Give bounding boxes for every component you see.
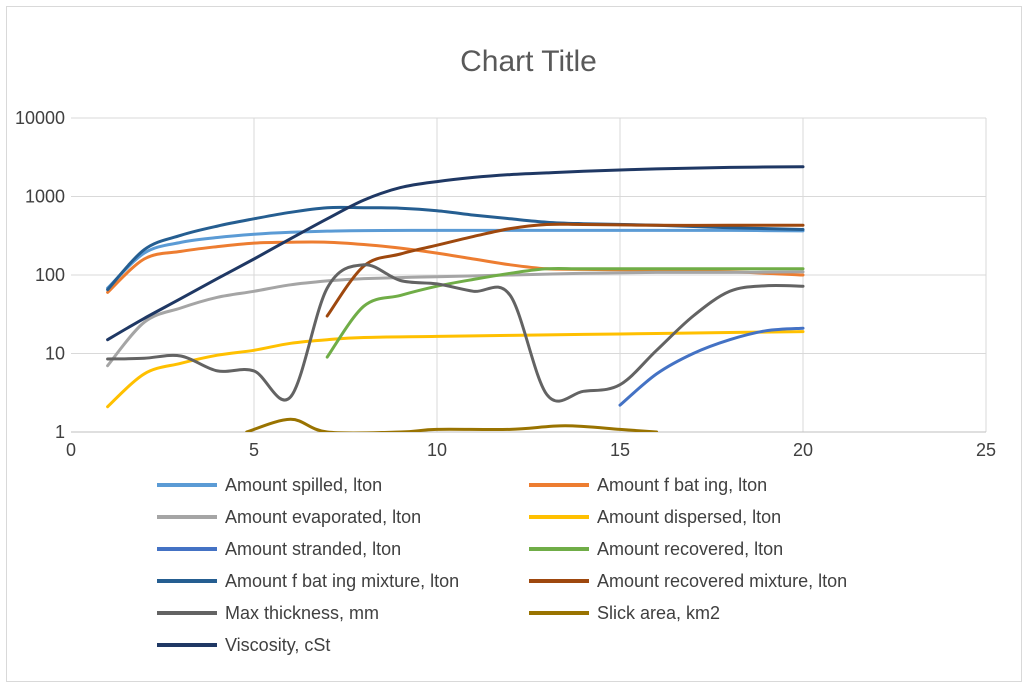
- legend-item: Amount f bat ing mixture, lton: [157, 569, 529, 593]
- legend-label: Amount evaporated, lton: [225, 506, 422, 527]
- legend-item: Max thickness, mm: [157, 601, 529, 625]
- series-line-amount-stranded-lton: [618, 326, 805, 407]
- legend-item: Amount f bat ing, lton: [529, 473, 901, 497]
- legend-label: Amount recovered, lton: [597, 538, 784, 559]
- y-tick-label: 100: [35, 265, 65, 285]
- legend-label: Viscosity, cSt: [225, 634, 331, 655]
- series-line-amount-spilled-lton: [106, 228, 805, 290]
- series-line-amount-dispersed-lton: [106, 330, 805, 409]
- series-line-slick-area-km2: [245, 417, 659, 432]
- legend-swatch: [529, 579, 589, 583]
- legend-label: Slick area, km2: [597, 602, 721, 623]
- legend-label: Amount stranded, lton: [225, 538, 402, 559]
- legend-label: Amount dispersed, lton: [597, 506, 782, 527]
- y-tick-label: 1: [55, 422, 65, 442]
- x-tick-label: 5: [249, 440, 259, 460]
- legend-item: Amount recovered mixture, lton: [529, 569, 901, 593]
- legend-item: Viscosity, cSt: [157, 633, 529, 657]
- y-tick-label: 1000: [25, 187, 65, 207]
- series-line-amount-f-bat-ing-lton: [106, 240, 805, 294]
- legend-swatch: [157, 579, 217, 583]
- legend-swatch: [157, 547, 217, 551]
- legend-item: Amount recovered, lton: [529, 537, 901, 561]
- x-tick-label: 20: [793, 440, 813, 460]
- legend-label: Max thickness, mm: [225, 602, 380, 623]
- chart-svg: Chart Title 0 5 10 15 20 25 1 10 100 1000 10000: [15, 45, 996, 460]
- legend-item: Slick area, km2: [529, 601, 901, 625]
- legend-swatch: [529, 515, 589, 519]
- x-tick-label: 25: [976, 440, 996, 460]
- x-tick-label: 15: [610, 440, 630, 460]
- legend-label: Amount f bat ing mixture, lton: [225, 570, 460, 591]
- series-line-amount-recovered-lton: [325, 266, 805, 359]
- series-line-amount-evaporated-lton: [106, 270, 805, 368]
- legend-label: Amount recovered mixture, lton: [597, 570, 848, 591]
- chart-title: Chart Title: [460, 45, 597, 78]
- legend-swatch: [157, 643, 217, 647]
- legend-swatch: [529, 611, 589, 615]
- series-line-max-thickness-mm: [106, 263, 805, 403]
- legend-swatch: [529, 483, 589, 487]
- y-tick-label: 10: [45, 344, 65, 364]
- legend-item: Amount evaporated, lton: [157, 505, 529, 529]
- legend-label: Amount spilled, lton: [225, 474, 383, 495]
- legend-swatch: [529, 547, 589, 551]
- legend-label: Amount f bat ing, lton: [597, 474, 768, 495]
- legend-swatch: [157, 611, 217, 615]
- y-tick-label: 10000: [15, 108, 65, 128]
- chart-area: Chart Title 0 5 10 15 20 25 1 10 100 1000 10000 Amo…: [6, 6, 1022, 682]
- x-tick-label: 10: [427, 440, 447, 460]
- legend-item: Amount spilled, lton: [157, 473, 529, 497]
- legend-swatch: [157, 515, 217, 519]
- series-line-viscosity-cst: [106, 165, 805, 342]
- series-line-amount-recovered-mixture-lton: [325, 222, 805, 318]
- legend-item: Amount dispersed, lton: [529, 505, 901, 529]
- legend-item: Amount stranded, lton: [157, 537, 529, 561]
- legend-swatch: [157, 483, 217, 487]
- legend: Amount spilled, lton Amount f bat ing, lt…: [157, 473, 957, 657]
- x-tick-label: 0: [66, 440, 76, 460]
